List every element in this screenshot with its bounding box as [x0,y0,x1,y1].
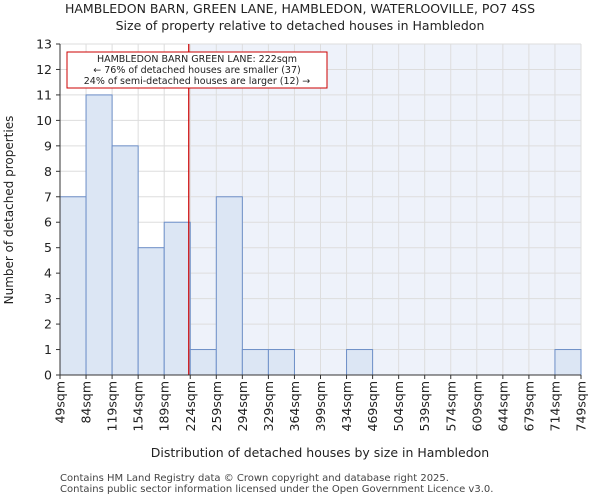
x-tick-label: 714sqm [547,381,562,431]
y-tick-label: 10 [36,113,52,128]
x-tick-label: 329sqm [261,381,276,431]
x-tick-label: 749sqm [574,381,589,431]
y-tick-label: 6 [44,215,52,230]
x-tick-label: 189sqm [157,381,172,431]
y-tick-label: 13 [36,37,52,52]
annotation-line-2: ← 76% of detached houses are smaller (37… [93,65,300,76]
y-tick-label: 9 [44,138,52,153]
x-tick-label: 259sqm [209,381,224,431]
property-annotation: HAMBLEDON BARN GREEN LANE: 222sqm ← 76% … [66,51,328,89]
y-tick-label: 8 [44,164,52,179]
histogram-bar [241,349,269,376]
footer-line-2: Contains public sector information licen… [60,484,494,495]
x-tick-label: 609sqm [469,381,484,431]
y-tick-label: 11 [36,87,52,102]
x-axis-label: Distribution of detached houses by size … [151,445,489,460]
histogram-bar [554,349,582,376]
y-tick-label: 0 [44,368,52,383]
chart-title-line2: Size of property relative to detached ho… [115,18,485,33]
shaded-region [188,44,582,375]
y-tick-label: 7 [44,189,52,204]
x-tick-label: 364sqm [287,381,302,431]
histogram-bar [189,349,217,376]
histogram-bar [267,349,295,376]
annotation-line-1: HAMBLEDON BARN GREEN LANE: 222sqm [97,54,297,65]
y-tick-label: 5 [44,240,52,255]
x-tick-label: 434sqm [339,381,354,431]
x-tick-label: 679sqm [521,381,536,431]
annotation-line-3: 24% of semi-detached houses are larger (… [84,76,311,87]
x-tick-label: 154sqm [131,381,146,431]
histogram-bar [85,94,113,376]
x-tick-label: 644sqm [495,381,510,431]
x-tick-label: 224sqm [183,381,198,431]
y-tick-label: 3 [44,291,52,306]
y-tick-label: 1 [44,342,52,357]
x-tick-label: 574sqm [443,381,458,431]
histogram-bar [215,196,243,376]
footer-line-1: Contains HM Land Registry data © Crown c… [60,473,449,484]
histogram-bar [137,247,165,376]
x-tick-label: 294sqm [235,381,250,431]
x-tick-label: 84sqm [79,381,94,424]
y-axis-label: Number of detached properties [2,116,16,305]
y-tick-label: 12 [36,62,52,77]
annotation-box [66,51,328,89]
x-tick-label: 49sqm [53,381,68,424]
y-tick-label: 4 [44,266,52,281]
y-tick-label: 2 [44,317,52,332]
x-tick-label: 399sqm [313,381,328,431]
histogram-bar [111,145,139,376]
x-tick-label: 504sqm [391,381,406,431]
histogram-bar [163,221,191,376]
x-tick-label: 119sqm [105,381,120,431]
histogram-bar [346,349,374,376]
x-tick-label: 469sqm [365,381,380,431]
x-tick-label: 539sqm [417,381,432,431]
chart-title-line1: HAMBLEDON BARN, GREEN LANE, HAMBLEDON, W… [64,1,536,16]
histogram-bar [59,196,87,376]
